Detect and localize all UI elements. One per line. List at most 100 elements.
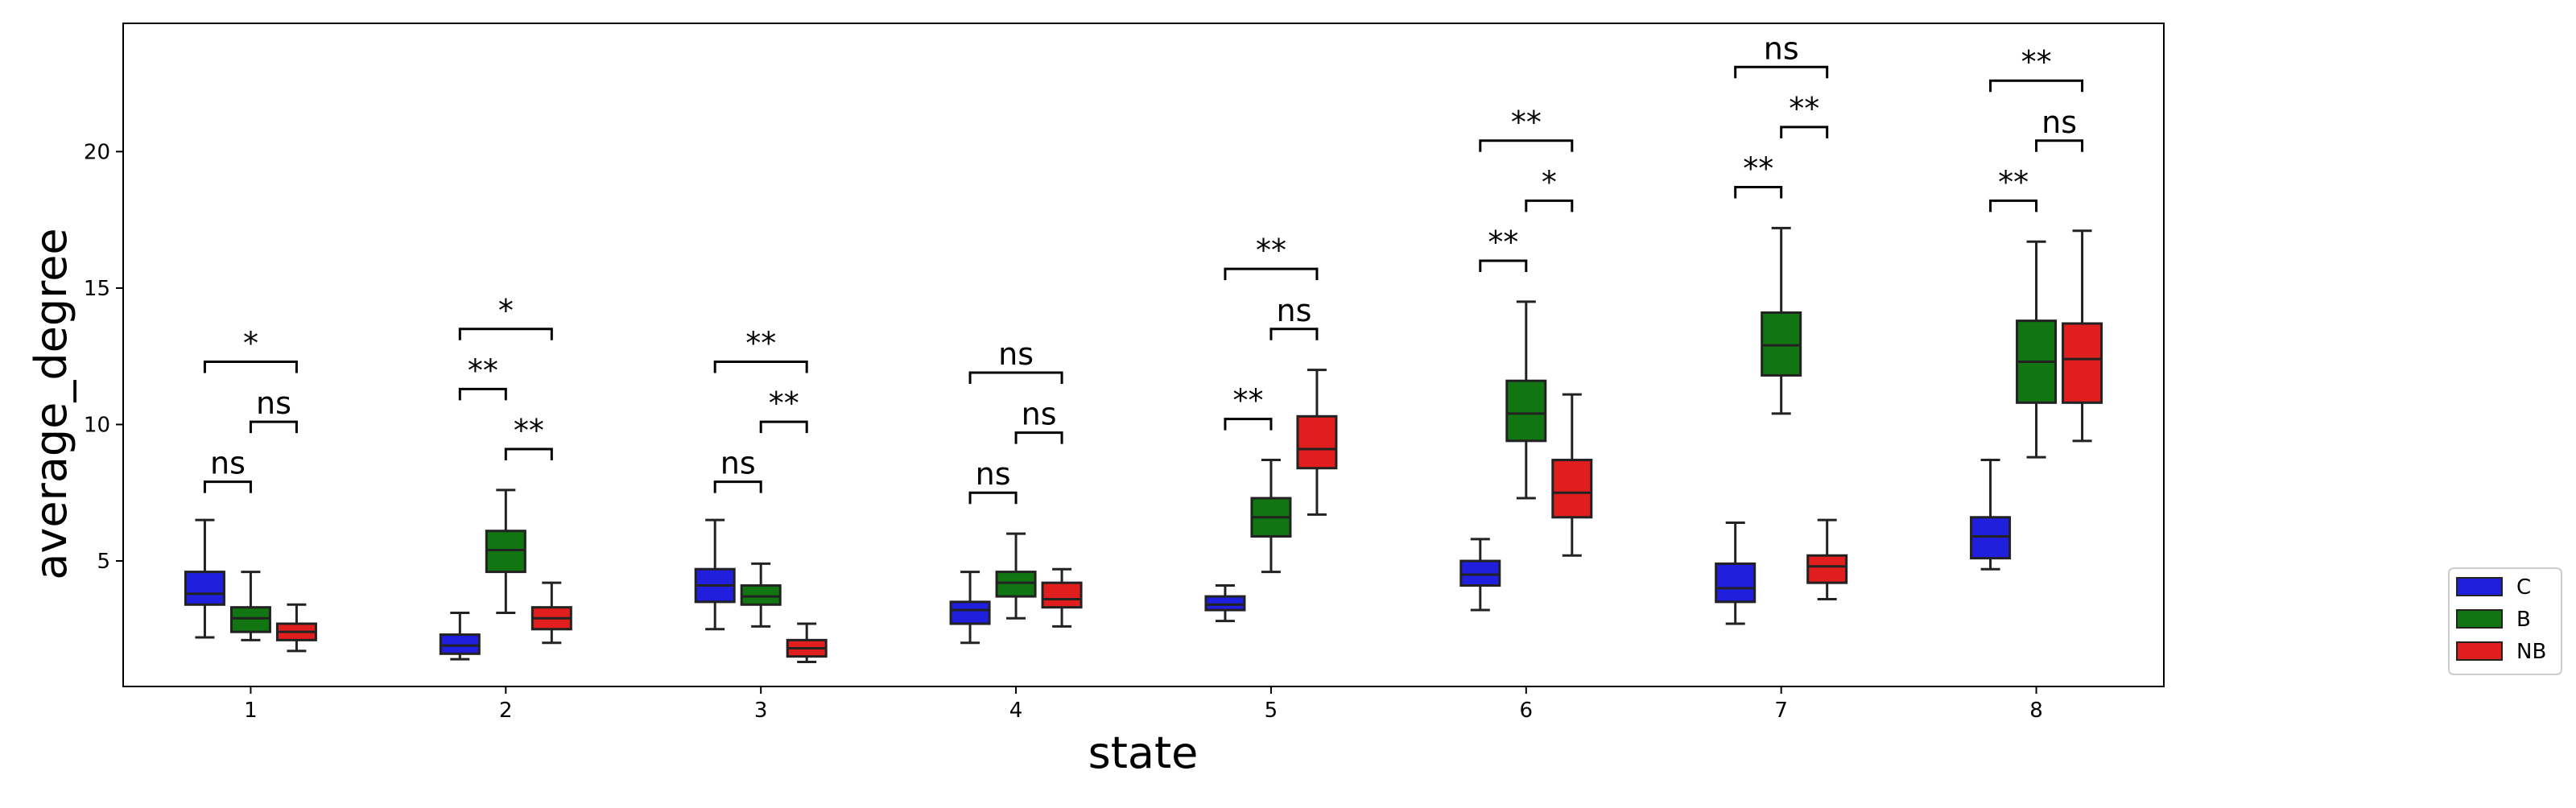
significance-bracket: ** — [1989, 44, 2084, 93]
significance-label: ** — [745, 325, 776, 361]
significance-bracket: * — [458, 293, 553, 340]
box-c-state-1 — [184, 518, 225, 639]
box-body — [229, 606, 271, 633]
x-tick-label: 7 — [1774, 699, 1788, 723]
box-body — [1041, 581, 1083, 609]
legend: CB NB — [2448, 567, 2562, 675]
significance-bracket: * — [1525, 164, 1574, 212]
plot-frame — [122, 23, 2165, 687]
significance-label: * — [243, 325, 258, 361]
bracket-line — [1224, 267, 1319, 281]
box-nb-state-4 — [1041, 567, 1083, 628]
significance-bracket: ** — [1734, 150, 1783, 199]
box-body — [184, 571, 225, 606]
legend-swatch-b — [2456, 609, 2503, 629]
bracket-line — [2035, 139, 2084, 152]
box-nb-state-8 — [2062, 229, 2103, 443]
box-c-state-5 — [1204, 584, 1246, 623]
significance-label: ns — [1022, 397, 1057, 432]
box-series — [184, 226, 2103, 663]
box-body — [740, 584, 782, 606]
legend-swatch-c — [2456, 577, 2503, 596]
significance-bracket: ns — [203, 446, 252, 493]
significance-bracket: ** — [713, 325, 808, 373]
bracket-line — [203, 480, 252, 493]
significance-label: ns — [1276, 293, 1311, 328]
box-body — [949, 600, 991, 625]
bracket-line — [1989, 199, 2038, 212]
significance-label: * — [498, 293, 514, 328]
y-axis-label: average_degree — [26, 228, 76, 579]
significance-bracket: ns — [249, 385, 298, 434]
bracket-line — [759, 420, 808, 434]
significance-label: * — [1542, 164, 1557, 200]
bracket-line — [968, 371, 1063, 385]
bracket-line — [458, 328, 553, 340]
box-c-state-2 — [439, 611, 481, 661]
box-b-state-2 — [485, 489, 526, 614]
box-c-state-4 — [949, 571, 991, 645]
box-body — [1551, 459, 1593, 519]
significance-label: ** — [1511, 105, 1542, 140]
significance-bracket: ** — [1780, 91, 1829, 138]
x-tick-label: 3 — [754, 699, 768, 723]
box-nb-state-6 — [1551, 393, 1593, 557]
significance-bracket: ns — [2035, 105, 2084, 152]
significance-bracket: * — [203, 325, 298, 373]
y-tick-label: 5 — [97, 550, 110, 574]
box-c-state-3 — [694, 518, 736, 631]
box-c-state-6 — [1459, 538, 1501, 612]
significance-bracket: ** — [759, 385, 808, 434]
significance-bracket: ** — [1479, 105, 1574, 152]
y-tick-label: 20 — [84, 140, 110, 164]
box-b-state-7 — [1761, 226, 1802, 415]
bracket-line — [1014, 431, 1063, 444]
box-body — [2062, 322, 2103, 404]
x-tick-label: 4 — [1009, 699, 1023, 723]
box-body — [1505, 379, 1547, 443]
legend-label-b: B — [2516, 608, 2531, 632]
axis-ticks: 1 2 3 4 5 6 7 8 5 10 15 20 — [84, 140, 2043, 723]
x-tick-label: 1 — [244, 699, 258, 723]
significance-bracket: ** — [458, 352, 507, 401]
significance-bracket: ns — [1734, 31, 1829, 79]
legend-swatch-nb — [2456, 641, 2503, 661]
bracket-line — [1989, 79, 2084, 93]
y-tick-label: 15 — [84, 277, 110, 301]
bracket-line — [1734, 185, 1783, 199]
x-tick-label: 2 — [499, 699, 513, 723]
significance-label: ** — [1789, 91, 1819, 126]
significance-label: ns — [976, 456, 1011, 492]
box-body — [1715, 562, 1757, 604]
box-body — [1970, 516, 2012, 560]
bracket-line — [1479, 139, 1574, 152]
significance-bracket: ** — [1989, 164, 2038, 212]
box-body — [1459, 559, 1501, 587]
box-body — [485, 530, 526, 574]
significance-label: ** — [1998, 164, 2029, 200]
significance-bracket: ** — [1224, 233, 1319, 281]
bracket-line — [1224, 418, 1273, 431]
box-nb-state-5 — [1296, 369, 1338, 516]
significance-bracket: ns — [1269, 293, 1319, 340]
x-axis-label: state — [1088, 728, 1199, 778]
significance-bracket: ** — [504, 413, 553, 460]
y-tick-label: 10 — [84, 413, 110, 437]
significance-bracket: ** — [1479, 225, 1528, 273]
significance-bracket: ns — [1014, 397, 1063, 444]
significance-label: ns — [256, 385, 291, 421]
box-b-state-5 — [1250, 459, 1292, 574]
box-c-state-7 — [1715, 521, 1757, 625]
significance-label: ** — [1488, 225, 1518, 260]
bracket-line — [713, 480, 762, 493]
bracket-line — [1734, 65, 1829, 79]
box-nb-state-2 — [530, 581, 572, 645]
bracket-line — [713, 360, 808, 373]
box-nb-state-3 — [786, 622, 828, 663]
box-nb-state-7 — [1806, 518, 1848, 600]
significance-label: ** — [769, 385, 799, 421]
significance-bracket: ** — [1224, 383, 1273, 431]
